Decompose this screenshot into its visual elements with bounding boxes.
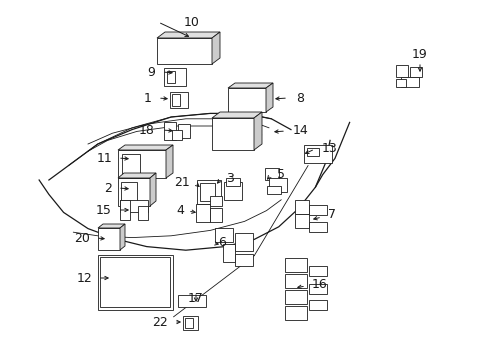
- Bar: [122, 154, 140, 174]
- Text: 8: 8: [295, 91, 304, 104]
- Polygon shape: [227, 83, 272, 88]
- Bar: [409, 67, 421, 77]
- Bar: [266, 186, 281, 194]
- Text: 12: 12: [76, 271, 92, 284]
- Polygon shape: [165, 145, 173, 178]
- Bar: [235, 233, 252, 251]
- Bar: [172, 94, 180, 106]
- Bar: [163, 68, 185, 86]
- Bar: [294, 200, 308, 214]
- Bar: [224, 182, 242, 200]
- Polygon shape: [212, 112, 262, 118]
- Text: 15: 15: [96, 203, 112, 216]
- Bar: [225, 178, 240, 186]
- Bar: [196, 204, 209, 222]
- Bar: [118, 150, 165, 178]
- Text: 14: 14: [292, 123, 308, 136]
- Polygon shape: [253, 112, 262, 150]
- Bar: [98, 255, 173, 310]
- Text: 3: 3: [225, 171, 233, 184]
- Bar: [395, 79, 405, 87]
- Polygon shape: [212, 32, 220, 64]
- Text: 16: 16: [311, 279, 327, 292]
- Bar: [395, 65, 407, 77]
- Text: 6: 6: [218, 235, 225, 248]
- Bar: [400, 77, 418, 87]
- Text: 17: 17: [188, 292, 203, 305]
- Polygon shape: [118, 173, 156, 178]
- Bar: [227, 88, 265, 112]
- Text: 22: 22: [152, 315, 168, 328]
- Bar: [120, 200, 148, 212]
- Bar: [98, 228, 120, 250]
- Bar: [285, 274, 306, 288]
- Bar: [118, 178, 150, 206]
- Bar: [178, 124, 190, 138]
- Bar: [197, 180, 221, 204]
- Polygon shape: [265, 83, 272, 112]
- Bar: [120, 200, 130, 220]
- Text: 13: 13: [321, 141, 337, 154]
- Bar: [264, 168, 279, 180]
- Bar: [285, 290, 306, 304]
- Bar: [235, 254, 252, 266]
- Bar: [209, 196, 222, 206]
- Bar: [304, 145, 331, 163]
- Bar: [308, 205, 326, 215]
- Bar: [285, 258, 306, 272]
- Text: 5: 5: [276, 168, 285, 181]
- Bar: [209, 208, 222, 222]
- Polygon shape: [120, 224, 125, 250]
- Polygon shape: [150, 173, 156, 206]
- Bar: [100, 257, 170, 307]
- Bar: [167, 71, 175, 83]
- Bar: [163, 122, 176, 140]
- Text: 4: 4: [176, 203, 183, 216]
- Bar: [308, 300, 326, 310]
- Bar: [172, 130, 182, 140]
- Bar: [294, 214, 308, 228]
- Bar: [200, 183, 215, 201]
- Bar: [170, 92, 187, 108]
- Text: 21: 21: [174, 175, 190, 189]
- Bar: [215, 228, 232, 242]
- Bar: [306, 148, 318, 156]
- Bar: [121, 182, 137, 202]
- Text: 7: 7: [327, 208, 335, 221]
- Text: 1: 1: [144, 91, 152, 104]
- Text: 9: 9: [147, 66, 155, 78]
- Bar: [212, 118, 253, 150]
- Bar: [178, 295, 205, 307]
- Text: 20: 20: [74, 231, 90, 244]
- Bar: [308, 284, 326, 294]
- Bar: [308, 266, 326, 276]
- Polygon shape: [157, 32, 220, 38]
- Text: 10: 10: [183, 15, 200, 28]
- Bar: [184, 318, 193, 328]
- Bar: [183, 316, 198, 330]
- Text: 18: 18: [139, 123, 155, 136]
- Text: 2: 2: [104, 181, 112, 194]
- Text: 11: 11: [96, 152, 112, 165]
- Polygon shape: [98, 224, 125, 228]
- Bar: [157, 38, 212, 64]
- Bar: [308, 222, 326, 232]
- Bar: [268, 178, 286, 192]
- Bar: [285, 306, 306, 320]
- Text: 19: 19: [411, 49, 427, 62]
- Bar: [223, 244, 235, 262]
- Polygon shape: [118, 145, 173, 150]
- Bar: [138, 206, 148, 220]
